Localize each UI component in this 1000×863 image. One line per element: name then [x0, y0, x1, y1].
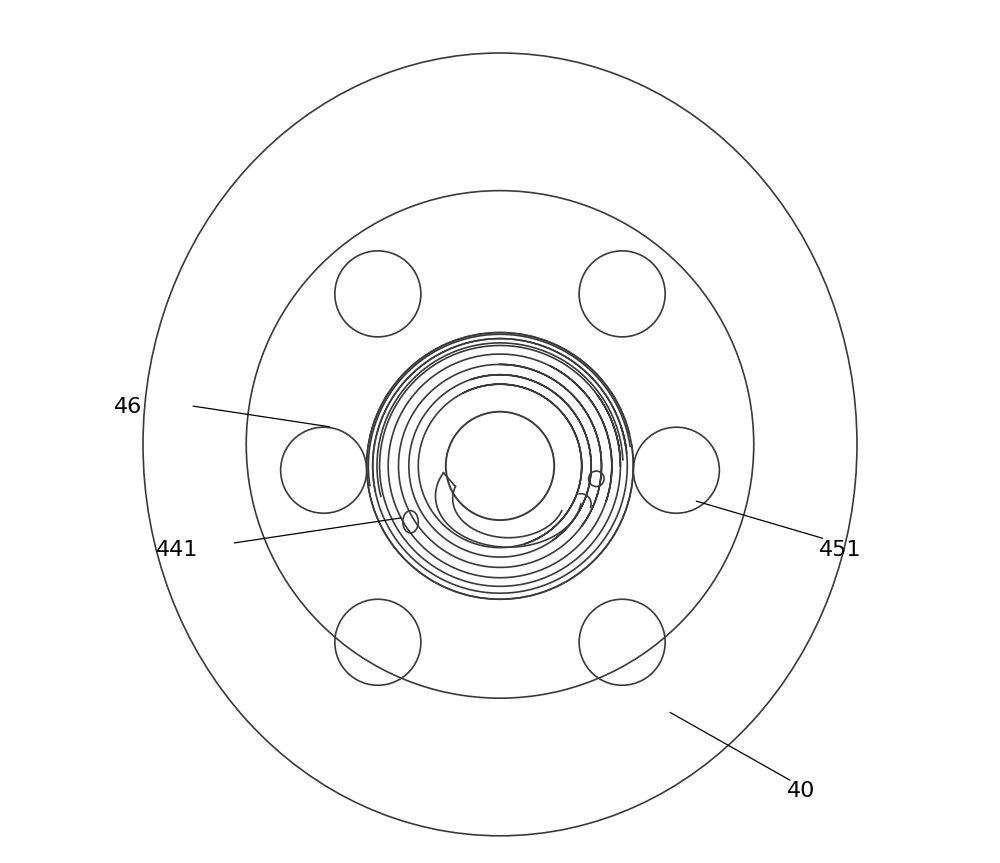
Text: 46: 46 [114, 398, 143, 418]
Text: 441: 441 [156, 540, 199, 560]
Text: 40: 40 [787, 781, 815, 801]
Text: 451: 451 [819, 540, 861, 560]
